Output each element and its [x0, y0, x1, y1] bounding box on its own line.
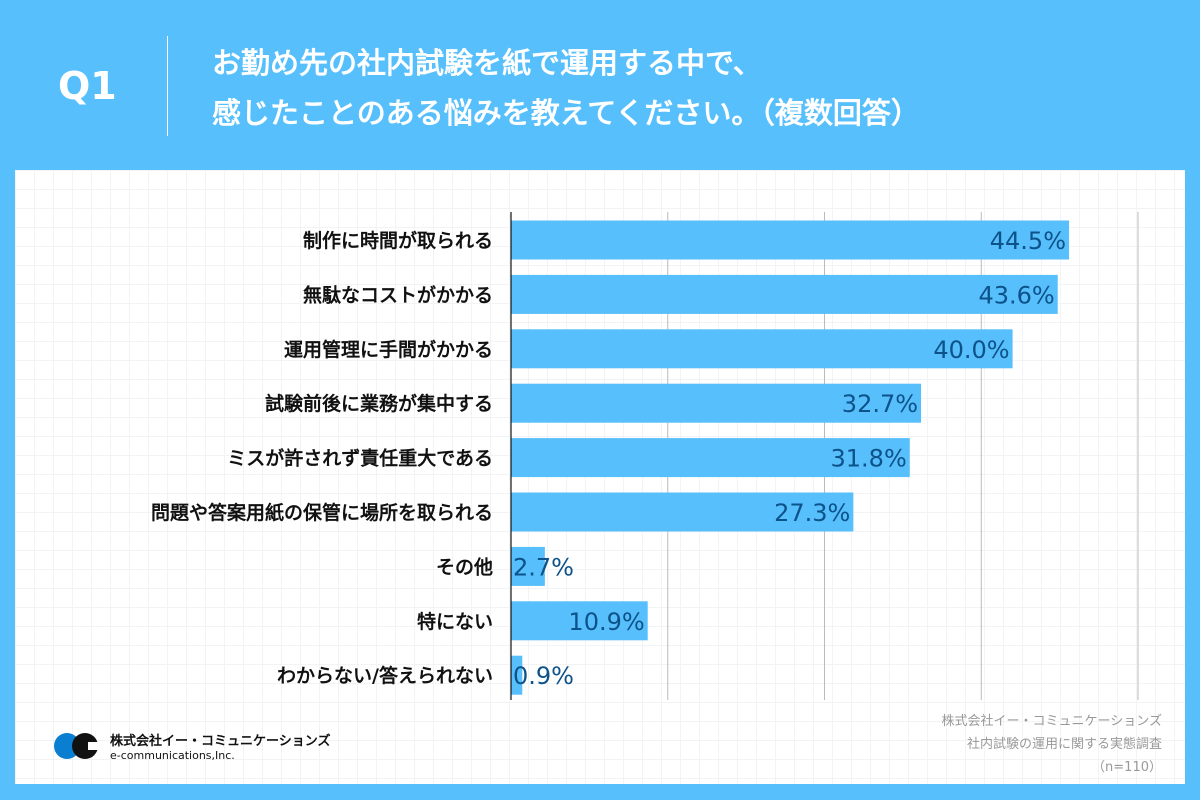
bar: [511, 220, 1070, 260]
bar: [511, 492, 854, 532]
category-label: 試験前後に業務が集中する: [265, 392, 493, 415]
bar: [511, 655, 523, 695]
bar: [511, 601, 648, 641]
value-label: 43.6%: [978, 281, 1054, 309]
bar: [511, 546, 545, 586]
category-label: 運用管理に手間がかかる: [284, 338, 493, 361]
source-company: 株式会社イー・コミュニケーションズ: [941, 714, 1162, 729]
sample-size: （n=110）: [1092, 760, 1162, 775]
bar: [511, 438, 910, 478]
value-label: 0.9%: [513, 662, 574, 690]
category-label: 無駄なコストがかかる: [303, 283, 493, 306]
logo-name-en: e-communications,Inc.: [110, 749, 235, 762]
header-divider: [167, 36, 168, 136]
title-line-2: 感じたことのある悩みを教えてください。（複数回答）: [212, 96, 920, 130]
value-label: 40.0%: [933, 336, 1009, 364]
value-label: 44.5%: [990, 227, 1066, 255]
value-label: 10.9%: [568, 608, 644, 636]
source-survey: 社内試験の運用に関する実態調査: [966, 737, 1162, 752]
category-label: わからない/答えられない: [277, 664, 493, 687]
bar: [511, 274, 1058, 314]
logo-name-jp: 株式会社イー・コミュニケーションズ: [110, 734, 331, 749]
company-logo: 株式会社イー・コミュニケーションズ e-communications,Inc.: [52, 730, 330, 762]
title-line-1: お勤め先の社内試験を紙で運用する中で、: [212, 46, 762, 80]
value-label: 27.3%: [774, 499, 850, 527]
logo-mark-icon: [54, 733, 104, 759]
category-label: 問題や答案用紙の保管に場所を取られる: [151, 501, 493, 524]
value-label: 2.7%: [513, 553, 574, 581]
category-label: ミスが許されず責任重大である: [227, 447, 493, 470]
question-title: お勤め先の社内試験を紙で運用する中で、 感じたことのある悩みを教えてください。（…: [212, 38, 920, 138]
question-number: Q1: [58, 64, 117, 108]
source-note: 株式会社イー・コミュニケーションズ 社内試験の運用に関する実態調査 （n=110…: [942, 710, 1162, 779]
category-label: その他: [436, 555, 493, 578]
value-label: 31.8%: [831, 445, 907, 473]
bar: [511, 383, 922, 423]
bar: [511, 329, 1013, 369]
category-label: 特にない: [417, 611, 493, 633]
value-label: 32.7%: [842, 390, 918, 418]
category-label: 制作に時間が取られる: [303, 229, 493, 252]
